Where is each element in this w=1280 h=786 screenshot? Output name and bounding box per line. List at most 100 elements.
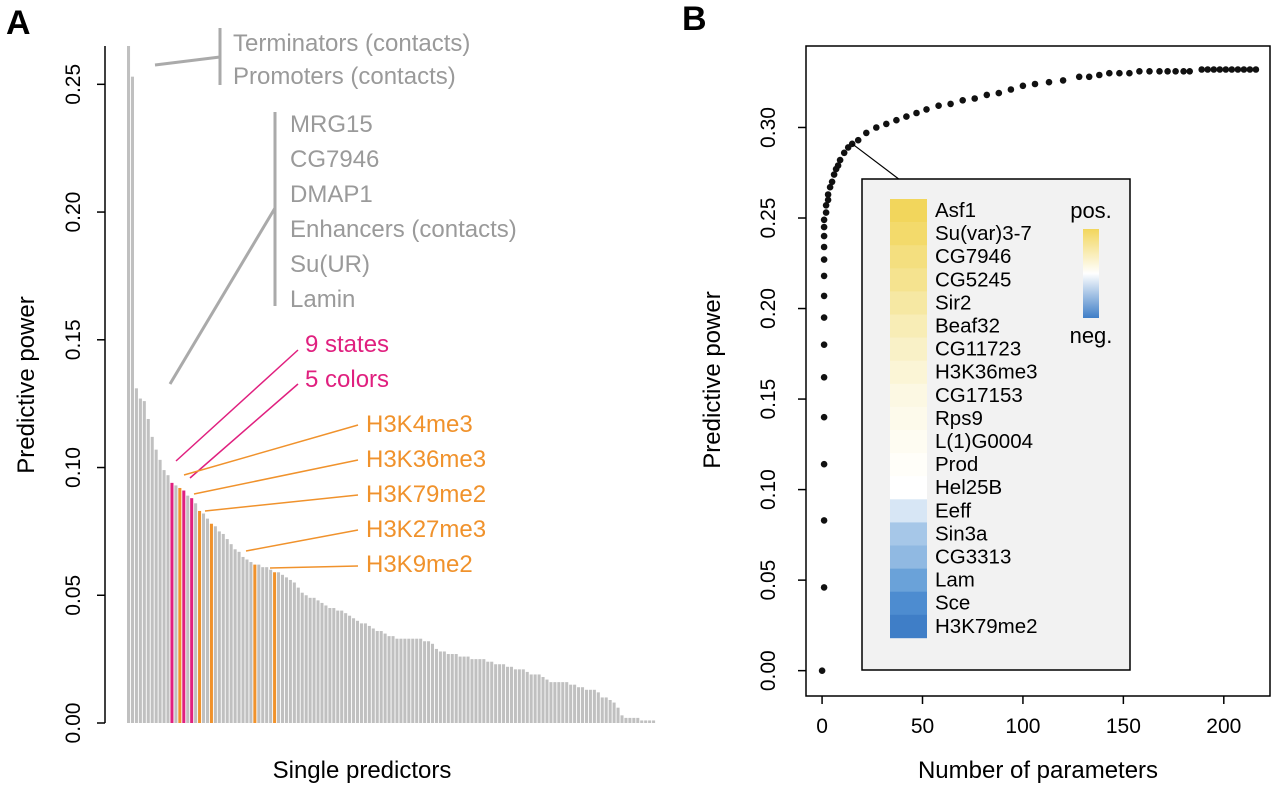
point-50 <box>1106 69 1113 77</box>
bar-121 <box>604 697 608 723</box>
panel-b-plot-box <box>805 45 1271 697</box>
b-xtick-label-4: 200 <box>1206 715 1241 738</box>
panel-b-x-label: Number of parameters <box>918 757 1158 784</box>
panel-b-letter: B <box>682 0 707 38</box>
bar-130 <box>640 720 644 723</box>
callout-line <box>851 143 901 181</box>
point-16 <box>822 202 830 209</box>
legend-neg-label: neg. <box>1070 323 1113 348</box>
legend-box: Asf1Su(var)3-7CG7946CG5245Sir2Beaf32CG11… <box>861 178 1131 671</box>
bar-100 <box>521 669 525 723</box>
point-18 <box>824 191 832 198</box>
bar-47 <box>312 597 316 723</box>
legend-label-0: Asf1 <box>935 199 976 222</box>
a-ytick-label-0: 0.00 <box>62 703 85 744</box>
legend-swatch-8 <box>890 383 927 408</box>
point-5 <box>820 374 828 381</box>
b-xtick-label-3: 150 <box>1106 715 1141 738</box>
b-ytick-label-4: 0.20 <box>757 288 780 329</box>
point-30 <box>873 124 880 131</box>
legend-label-9: Rps9 <box>935 407 983 430</box>
bar-132 <box>648 720 652 723</box>
point-38 <box>959 97 966 104</box>
bar-66 <box>387 636 391 723</box>
point-57 <box>1172 68 1179 75</box>
bar-27 <box>233 549 237 723</box>
point-58 <box>1180 68 1187 75</box>
bar-90 <box>482 659 486 723</box>
bar-112 <box>569 684 573 723</box>
bar-126 <box>624 717 628 723</box>
orange-label-0: H3K4me3 <box>366 411 473 438</box>
legend-label-10: L(1)G0004 <box>935 430 1033 453</box>
legend-label-3: CG5245 <box>935 268 1011 291</box>
bar-17 <box>194 503 198 723</box>
b-ytick-label-1: 0.05 <box>757 560 780 601</box>
bar-39 <box>280 574 285 723</box>
bar-38 <box>277 572 281 723</box>
point-1 <box>820 584 828 591</box>
bar-70 <box>403 638 407 723</box>
bar-48 <box>316 600 320 723</box>
legend-label-14: Sin3a <box>935 522 988 545</box>
point-3 <box>820 460 828 468</box>
bar-36 <box>269 569 273 723</box>
bar-74 <box>419 638 423 723</box>
bar-118 <box>592 689 596 723</box>
point-68 <box>1246 66 1254 73</box>
point-20 <box>828 178 836 186</box>
legend-label-13: Eeff <box>935 499 971 522</box>
orange-label-3: H3K27me3 <box>366 516 486 543</box>
b-ytick-label-0: 0.00 <box>757 650 780 691</box>
legend-swatch-14 <box>890 522 927 546</box>
point-64 <box>1222 66 1230 73</box>
orange-leader-3 <box>245 529 359 552</box>
point-0 <box>818 667 826 674</box>
group2-label-2: DMAP1 <box>290 181 373 208</box>
bar-83 <box>454 654 458 723</box>
bar-105 <box>541 677 545 723</box>
legend-label-4: Sir2 <box>935 291 971 314</box>
bar-11 <box>170 482 174 723</box>
bar-110 <box>561 682 565 723</box>
legend-swatch-3 <box>890 268 927 292</box>
bar-111 <box>565 682 569 723</box>
orange-leader-0 <box>183 424 359 476</box>
magenta-label-0: 9 states <box>305 331 389 358</box>
bar-0 <box>127 46 131 723</box>
legend-swatch-16 <box>890 568 927 592</box>
b-xtick-label-2: 100 <box>1005 715 1040 738</box>
point-10 <box>820 256 828 263</box>
point-15 <box>822 209 830 216</box>
bar-20 <box>205 518 210 723</box>
point-62 <box>1210 66 1218 73</box>
bar-45 <box>304 595 308 723</box>
bar-42 <box>292 582 296 723</box>
point-69 <box>1252 66 1260 73</box>
bar-10 <box>166 475 170 723</box>
point-32 <box>893 116 900 124</box>
bar-103 <box>533 674 537 723</box>
legend-label-1: Su(var)3-7 <box>935 222 1032 245</box>
bar-52 <box>332 608 336 723</box>
bar-115 <box>580 687 585 723</box>
bar-16 <box>190 498 194 723</box>
legend-label-6: CG11723 <box>935 338 1021 361</box>
point-65 <box>1228 66 1236 73</box>
point-34 <box>913 109 920 117</box>
a-ytick-label-3: 0.15 <box>62 319 85 360</box>
bar-120 <box>600 697 604 723</box>
legend-swatch-10 <box>890 430 927 454</box>
bar-25 <box>225 539 229 723</box>
point-21 <box>830 171 838 178</box>
panel-a-chart: 0.00 0.05 0.10 0.15 0.20 0.25 Terminators (co… <box>13 28 656 784</box>
point-14 <box>820 216 828 224</box>
bar-50 <box>324 605 328 723</box>
group2-label-4: Su(UR) <box>290 251 370 278</box>
panel-b-chart: 0 50 100 150 200 0.00 0.05 0.10 0.15 0.20 0.25 0.30… <box>699 45 1271 784</box>
point-43 <box>1019 82 1027 90</box>
point-24 <box>836 156 844 164</box>
point-9 <box>820 272 828 280</box>
bar-19 <box>202 513 206 723</box>
